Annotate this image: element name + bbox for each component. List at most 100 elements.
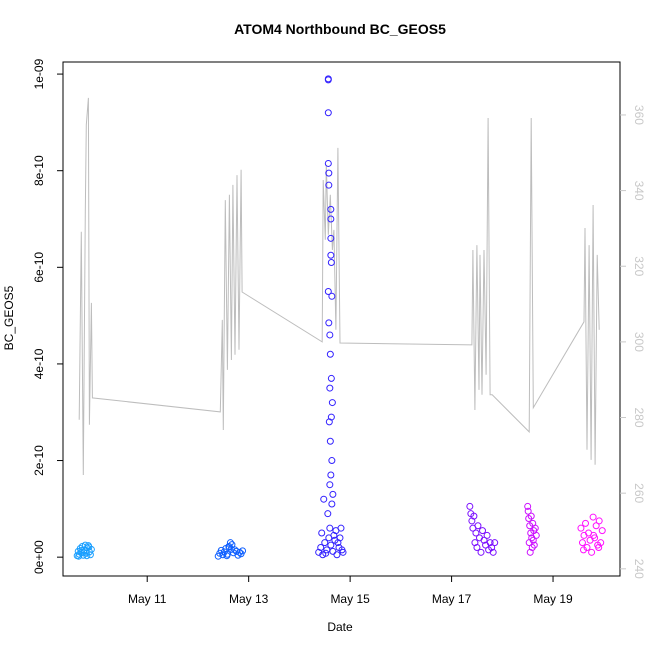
point — [320, 495, 328, 503]
point — [595, 543, 603, 551]
point — [473, 543, 481, 551]
y2-tick-label: 360 — [632, 105, 646, 125]
point — [86, 551, 94, 559]
y-axis-label: BC_GEOS5 — [2, 285, 16, 350]
point — [477, 548, 485, 556]
point — [326, 481, 334, 489]
point — [577, 524, 585, 532]
point — [589, 513, 597, 521]
point — [491, 539, 499, 547]
y2-tick-label: 260 — [632, 483, 646, 503]
point — [588, 548, 596, 556]
y2-tick-label: 280 — [632, 408, 646, 428]
point — [328, 500, 336, 508]
y2-tick-label: 320 — [632, 256, 646, 276]
point — [324, 510, 332, 518]
point — [466, 502, 474, 510]
point — [239, 547, 247, 555]
point — [470, 512, 478, 520]
point — [321, 539, 329, 547]
point — [336, 534, 344, 542]
point — [338, 546, 346, 554]
point — [326, 437, 334, 445]
point — [598, 527, 606, 535]
point — [524, 507, 532, 515]
y-tick-label: 4e-10 — [32, 348, 46, 379]
point — [327, 234, 335, 242]
point — [317, 543, 325, 551]
point — [327, 205, 335, 213]
point — [332, 527, 340, 535]
y2-tick-label: 300 — [632, 332, 646, 352]
point — [324, 109, 332, 117]
x-tick-label: May 13 — [229, 592, 269, 606]
y-tick-label: 2e-10 — [32, 445, 46, 476]
plot-frame — [62, 61, 621, 577]
point — [474, 522, 482, 530]
point — [83, 552, 91, 560]
point — [324, 76, 332, 84]
point — [524, 502, 532, 510]
point — [486, 539, 494, 547]
point — [327, 258, 335, 266]
point — [327, 413, 335, 421]
point — [328, 399, 336, 407]
point — [85, 543, 93, 551]
x-axis-label: Date — [327, 620, 353, 634]
point — [327, 215, 335, 223]
point — [480, 536, 488, 544]
point — [579, 546, 587, 554]
point — [326, 384, 334, 392]
point — [326, 331, 334, 339]
point — [590, 531, 598, 539]
point — [325, 169, 333, 177]
y-tick-label: 8e-10 — [32, 155, 46, 186]
point — [326, 524, 334, 532]
point — [329, 490, 337, 498]
point — [223, 552, 231, 560]
point — [322, 549, 330, 557]
point — [326, 350, 334, 358]
x-tick-label: May 11 — [128, 592, 167, 606]
point — [329, 547, 337, 555]
x-tick-label: May 17 — [432, 592, 472, 606]
y2-tick-label: 340 — [632, 181, 646, 201]
point — [75, 552, 83, 560]
point — [582, 519, 590, 527]
point — [595, 517, 603, 525]
point — [531, 524, 539, 532]
point — [578, 539, 586, 547]
point — [327, 374, 335, 382]
y-tick-label: 1e-09 — [32, 58, 46, 89]
point — [78, 546, 86, 554]
point — [227, 545, 235, 553]
point — [529, 536, 537, 544]
point — [333, 551, 341, 559]
point — [226, 539, 234, 547]
point — [583, 543, 591, 551]
point — [327, 541, 335, 549]
point — [324, 287, 332, 295]
point — [483, 531, 491, 539]
y-tick-label: 6e-10 — [32, 252, 46, 283]
y2-tick-label: 240 — [632, 559, 646, 579]
point — [328, 457, 336, 465]
point — [472, 529, 480, 537]
point — [527, 512, 535, 520]
point — [325, 319, 333, 327]
x-tick-label: May 15 — [330, 592, 370, 606]
point — [530, 541, 538, 549]
point — [488, 543, 496, 551]
point — [324, 159, 332, 167]
point — [325, 181, 333, 189]
point — [327, 471, 335, 479]
point — [479, 527, 487, 535]
point — [76, 544, 84, 552]
point — [489, 548, 497, 556]
point — [327, 251, 335, 259]
point — [328, 292, 336, 300]
y-tick-label: 0e+00 — [32, 540, 46, 574]
point — [532, 531, 540, 539]
